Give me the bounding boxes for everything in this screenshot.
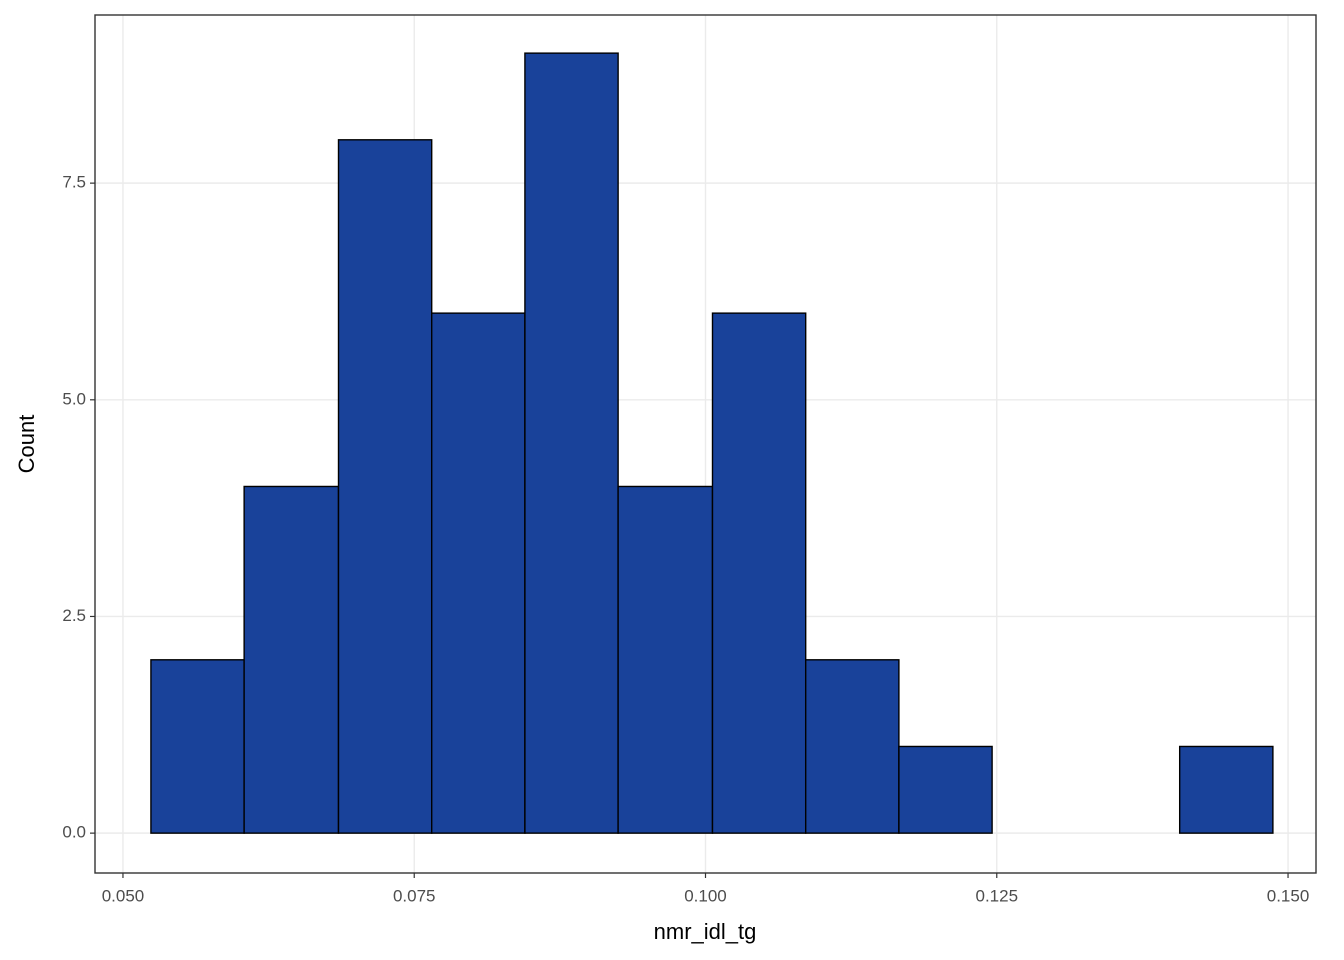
panel-border bbox=[94, 14, 1317, 874]
y-tick-label: 0.0 bbox=[62, 823, 86, 842]
bar bbox=[524, 52, 619, 834]
bar bbox=[617, 485, 714, 834]
x-tick-label: 0.150 bbox=[1267, 886, 1310, 905]
bar bbox=[1178, 745, 1274, 834]
bar bbox=[711, 312, 807, 834]
bar bbox=[431, 312, 526, 834]
y-tick-label: 5.0 bbox=[62, 389, 86, 408]
x-tick-label: 0.075 bbox=[393, 886, 436, 905]
y-tick-label: 7.5 bbox=[62, 173, 86, 192]
x-tick-label: 0.050 bbox=[102, 886, 145, 905]
y-tick-label: 2.5 bbox=[62, 606, 86, 625]
bar bbox=[804, 659, 900, 834]
x-tick-label: 0.125 bbox=[975, 886, 1018, 905]
bar bbox=[243, 485, 340, 834]
x-tick-label: 0.100 bbox=[684, 886, 727, 905]
bar bbox=[898, 745, 993, 834]
bar bbox=[337, 139, 433, 834]
x-axis-title: nmr_idl_tg bbox=[654, 919, 757, 944]
bar bbox=[150, 659, 245, 834]
y-axis-title: Count bbox=[14, 415, 39, 474]
